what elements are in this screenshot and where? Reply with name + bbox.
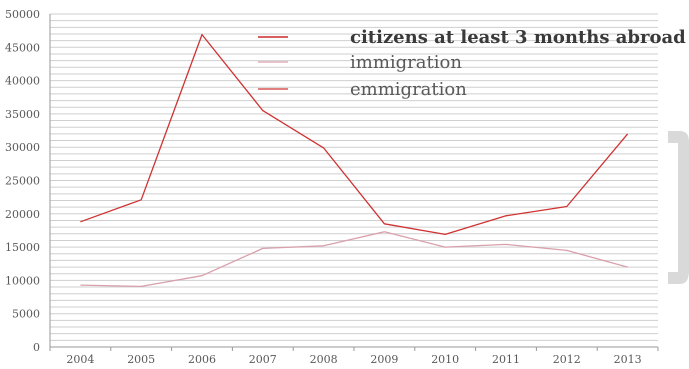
y-tick-label: 25000 [5,175,40,188]
legend: citizens at least 3 months abroad immigra… [258,27,686,100]
y-tick-label: 20000 [5,208,40,221]
y-tick-label: 50000 [5,8,40,21]
y-tick-label: 10000 [5,274,40,287]
x-tick-label: 2010 [431,353,459,365]
axes [49,14,659,351]
x-tick-label: 2006 [188,353,216,365]
tick-labels: 0 5000 10000 15000 20000 25000 30000 35000 40000… [5,8,642,366]
legend-label: citizens at least 3 months abroad [350,27,686,48]
decorative-bracket [668,131,689,284]
y-tick-label: 5000 [12,308,40,321]
y-tick-label: 40000 [5,75,40,88]
gridlines [50,13,658,341]
y-tick-label: 15000 [5,241,40,254]
x-tick-label: 2011 [492,353,520,365]
series-lines [80,33,629,288]
legend-label: emmigration [350,79,467,100]
series-line-1 [80,231,628,288]
y-tick-label: 30000 [5,141,40,154]
x-tick-label: 2007 [249,353,277,365]
y-tick-label: 45000 [5,41,40,54]
bracket-shape [668,131,689,284]
x-tick-label: 2004 [66,353,94,365]
y-tick-label: 35000 [5,108,40,121]
x-tick-label: 2009 [370,353,398,365]
y-tick-label: 0 [33,341,40,354]
x-tick-label: 2005 [127,353,155,365]
x-tick-label: 2008 [310,353,338,365]
x-tick-label: 2013 [614,353,642,365]
series-line-2 [80,33,629,236]
legend-label: immigration [350,52,462,73]
x-tick-label: 2012 [553,353,581,365]
